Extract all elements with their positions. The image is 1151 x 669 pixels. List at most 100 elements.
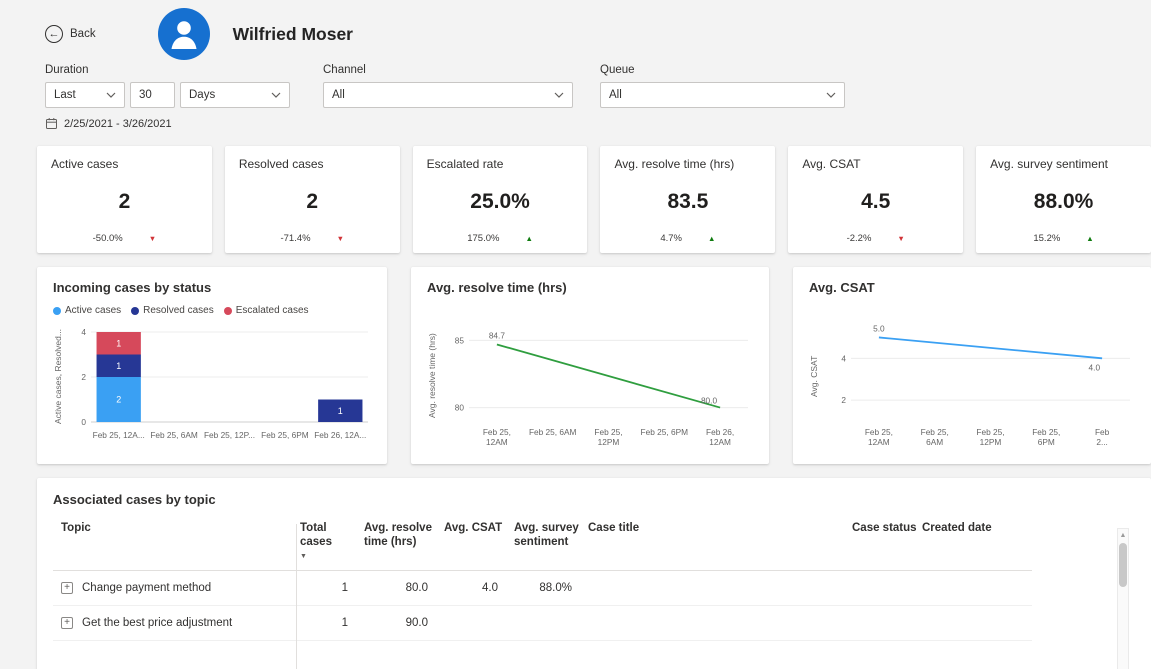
duration-label: Duration (45, 64, 89, 76)
column-header-case-status[interactable]: Case status (852, 522, 917, 534)
column-header-topic[interactable]: Topic (61, 522, 91, 534)
kpi-card-active-cases: Active cases 2 -50.0% ▼ (37, 146, 212, 253)
kpi-title: Avg. CSAT (802, 157, 861, 171)
column-header-avg-resolve-time[interactable]: Avg. resolve time (hrs) (364, 522, 432, 549)
kpi-delta-value: 15.2% (1033, 233, 1061, 244)
svg-text:Feb 25, 12P...: Feb 25, 12P... (204, 430, 255, 440)
svg-text:1: 1 (338, 406, 343, 416)
svg-text:80.0: 80.0 (701, 396, 718, 406)
column-header-label: Total cases (300, 522, 332, 549)
kpi-card-avg-resolve-time: Avg. resolve time (hrs) 83.5 4.7% ▲ (600, 146, 776, 253)
chart-card-avg-csat: Avg. CSAT Avg. CSAT 2 4 5.0 4.0 Feb 25, 12AM F… (793, 267, 1151, 464)
charts-row: Incoming cases by status Active cases Re… (37, 267, 1151, 464)
table-scrollbar[interactable]: ▲ (1117, 528, 1129, 669)
duration-value-input[interactable] (139, 89, 166, 101)
table-row[interactable]: + Get the best price adjustment 1 90.0 (53, 606, 1032, 641)
scrollbar-thumb[interactable] (1119, 543, 1127, 587)
y-axis-label: Active cases, Resolved... (53, 329, 63, 425)
back-icon: ← (45, 25, 63, 43)
kpi-delta-value: 4.7% (660, 233, 682, 244)
column-divider (296, 524, 297, 669)
duration-unit-dropdown[interactable]: Days (180, 82, 290, 108)
svg-text:Feb 26,12AM: Feb 26, 12AM (706, 427, 734, 447)
kpi-delta: 4.7% ▲ (614, 233, 761, 244)
svg-text:Feb 25, 6AM: Feb 25, 6AM (150, 430, 198, 440)
column-header-created-date[interactable]: Created date (922, 522, 992, 534)
duration-value-input-box (130, 82, 175, 108)
cell-avg-csat: 4.0 (482, 581, 498, 594)
chevron-down-icon (271, 92, 281, 98)
chart-card-avg-resolve-time: Avg. resolve time (hrs) Avg. resolve tim… (411, 267, 770, 464)
svg-text:Feb 25, 12A...: Feb 25, 12A... (93, 430, 145, 440)
y-axis-label: Avg. CSAT (809, 355, 820, 397)
legend-item-resolved-cases: Resolved cases (131, 305, 214, 316)
svg-text:Feb 25,12PM: Feb 25, 12PM (594, 427, 622, 447)
svg-text:Feb 25,6AM: Feb 25, 6AM (921, 427, 949, 447)
kpi-row: Active cases 2 -50.0% ▼ Resolved cases 2… (37, 146, 1151, 253)
svg-text:Feb 25, 6AM: Feb 25, 6AM (529, 427, 577, 437)
back-label: Back (70, 28, 96, 40)
kpi-delta: 15.2% ▲ (990, 233, 1137, 244)
svg-text:Feb 25, 6PM: Feb 25, 6PM (640, 427, 688, 437)
kpi-delta: -2.2% ▼ (802, 233, 949, 244)
queue-dropdown[interactable]: All (600, 82, 845, 108)
svg-text:5.0: 5.0 (873, 323, 885, 333)
topic-text: Get the best price adjustment (82, 616, 233, 629)
date-range-text: 2/25/2021 - 3/26/2021 (64, 117, 172, 130)
channel-value: All (332, 89, 345, 101)
kpi-value: 4.5 (861, 190, 891, 213)
svg-text:Feb 25,12AM: Feb 25, 12AM (483, 427, 511, 447)
kpi-delta: -71.4% ▼ (239, 233, 386, 244)
svg-text:Feb 25, 6PM: Feb 25, 6PM (261, 430, 309, 440)
column-header-total-cases[interactable]: Total cases ▼ (300, 521, 360, 562)
svg-text:85: 85 (455, 335, 465, 345)
kpi-title: Avg. survey sentiment (990, 157, 1108, 171)
expand-icon[interactable]: + (61, 581, 73, 594)
svg-text:2: 2 (81, 372, 86, 382)
kpi-delta-value: -71.4% (280, 233, 311, 244)
kpi-value: 88.0% (1033, 190, 1094, 213)
chart-title: Avg. resolve time (hrs) (427, 280, 567, 295)
svg-text:Feb 25,6PM: Feb 25, 6PM (1032, 427, 1060, 447)
column-header-avg-csat[interactable]: Avg. CSAT (444, 522, 503, 534)
svg-text:Feb 25,12AM: Feb 25, 12AM (865, 427, 893, 447)
date-range: 2/25/2021 - 3/26/2021 (45, 117, 290, 130)
channel-dropdown[interactable]: All (323, 82, 573, 108)
line-chart-resolve-time: 80 85 84.7 80.0 Feb 25, 12AM Feb 25, 6AM Feb 25… (455, 330, 748, 447)
expand-icon[interactable]: + (61, 616, 73, 629)
channel-filter-group: Channel All (323, 64, 573, 108)
chevron-down-icon (554, 92, 564, 98)
scrollbar-up-icon[interactable]: ▲ (1119, 532, 1127, 539)
kpi-delta-value: -50.0% (92, 233, 123, 244)
svg-text:Feb 25,12PM: Feb 25, 12PM (976, 427, 1004, 447)
column-header-avg-survey-sentiment[interactable]: Avg. survey sentiment (514, 522, 579, 549)
duration-last-dropdown[interactable]: Last (45, 82, 125, 108)
table-title: Associated cases by topic (53, 492, 216, 507)
kpi-card-resolved-cases: Resolved cases 2 -71.4% ▼ (224, 146, 400, 253)
chart-title: Incoming cases by status (53, 280, 212, 295)
table-row[interactable]: + Change payment method 1 80.0 4.0 88.0% (53, 571, 1032, 606)
column-header-case-title[interactable]: Case title (588, 522, 640, 534)
back-button[interactable]: ← Back (45, 25, 96, 43)
chart-title: Avg. CSAT (809, 280, 875, 295)
y-axis-label: Avg. resolve time (hrs) (427, 333, 438, 419)
legend-item-escalated-cases: Escalated cases (223, 305, 309, 316)
line-chart-csat: 2 4 5.0 4.0 Feb 25, 12AM Feb 25, 6AM Feb 25, 12PM… (841, 323, 1130, 447)
kpi-title: Avg. resolve time (hrs) (614, 157, 735, 171)
kpi-value: 83.5 (667, 190, 709, 213)
chart-card-incoming-cases: Incoming cases by status Active cases Re… (37, 267, 388, 464)
trend-up-icon: ▲ (525, 233, 533, 243)
trend-down-icon: ▼ (148, 233, 157, 243)
avatar (157, 8, 210, 60)
person-icon (171, 21, 197, 49)
duration-unit-value: Days (189, 89, 216, 101)
kpi-delta: 175.0% ▲ (427, 233, 574, 244)
queue-label: Queue (600, 64, 635, 76)
calendar-icon (46, 118, 57, 129)
queue-value: All (609, 89, 622, 101)
svg-text:0: 0 (81, 417, 86, 427)
trend-up-icon: ▲ (708, 233, 716, 243)
kpi-card-escalated-rate: Escalated rate 25.0% 175.0% ▲ (412, 146, 588, 253)
page-header: ← Back Wilfried Moser (37, 0, 1151, 60)
sort-descending-icon: ▼ (300, 552, 307, 560)
